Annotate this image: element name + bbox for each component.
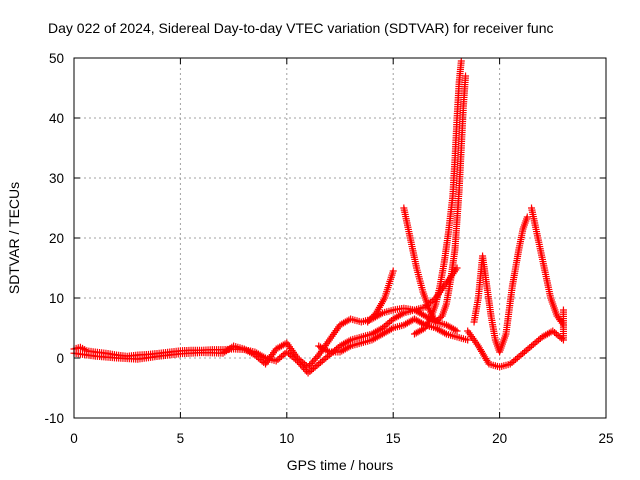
data-points <box>70 57 567 377</box>
data-point <box>433 317 441 324</box>
series <box>410 57 465 338</box>
y-tick-label: 0 <box>56 351 64 366</box>
series <box>464 306 567 371</box>
data-point <box>312 354 320 362</box>
data-point <box>457 57 465 65</box>
data-point <box>306 361 314 369</box>
data-point <box>309 358 317 366</box>
data-point <box>453 327 461 335</box>
chart-title: Day 022 of 2024, Sidereal Day-to-day VTE… <box>48 20 554 36</box>
grid-lines <box>74 58 606 418</box>
y-tick-label: 20 <box>49 231 64 246</box>
series <box>470 213 531 356</box>
x-axis-label: GPS time / hours <box>287 457 394 473</box>
data-point <box>559 306 567 314</box>
x-tick-label: 15 <box>386 431 401 446</box>
y-tick-label: 30 <box>49 171 64 186</box>
data-point <box>307 360 315 368</box>
data-point <box>389 267 397 275</box>
series <box>400 72 470 326</box>
y-tick-label: 40 <box>49 111 64 126</box>
series <box>364 267 397 326</box>
y-tick-label: -10 <box>44 411 64 426</box>
data-point <box>464 336 472 344</box>
data-point <box>310 356 318 364</box>
x-tick-label: 20 <box>492 431 507 446</box>
y-axis-label: SDTVAR / TECUs <box>6 182 22 294</box>
y-tick-label: 10 <box>49 291 64 306</box>
x-tick-label: 25 <box>598 431 613 446</box>
y-tick-label: 50 <box>49 51 64 66</box>
x-tick-label: 5 <box>177 431 185 446</box>
data-point <box>453 264 461 272</box>
data-point <box>435 315 443 323</box>
data-point <box>432 318 440 326</box>
data-point <box>523 213 531 221</box>
data-point <box>313 353 321 361</box>
x-tick-label: 10 <box>279 431 294 446</box>
axis-ticks: 0 5 10 15 20 25 -10 0 10 20 30 40 50 <box>44 51 613 446</box>
x-tick-label: 0 <box>70 431 78 446</box>
data-point <box>304 363 312 371</box>
